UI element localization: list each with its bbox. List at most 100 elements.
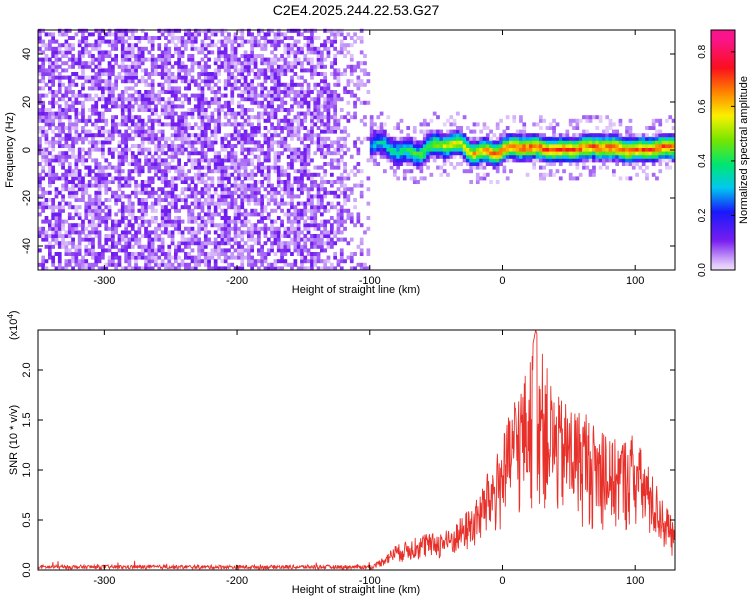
spectrogram-cell <box>280 266 284 271</box>
spectrogram-cell <box>250 187 255 192</box>
spectrogram-cell <box>296 248 301 253</box>
spectrogram-cell <box>562 133 566 138</box>
spectrogram-cell <box>51 104 56 109</box>
spectrogram-cell <box>605 133 610 138</box>
spectrogram-cell <box>482 176 487 181</box>
spectrogram-cell <box>263 97 268 102</box>
spectrogram-cell <box>247 97 251 102</box>
spectrogram-cell <box>260 82 265 87</box>
spectrogram-cell <box>94 108 99 112</box>
spectrogram-cell <box>300 68 304 73</box>
spectrogram-cell <box>300 100 304 105</box>
spectrogram-cell <box>170 151 175 156</box>
spectrogram-cell <box>104 234 109 238</box>
spectrogram-cell <box>439 165 444 170</box>
spectrogram-cell <box>190 216 195 220</box>
spectrogram-cell <box>157 234 162 238</box>
spectrogram-cell <box>124 234 129 238</box>
spectrogram-cell <box>432 136 437 141</box>
spectrogram-cell <box>290 122 294 127</box>
spectrogram-cell <box>220 241 225 246</box>
spectrogram-cell <box>363 72 367 76</box>
spectrogram-cell <box>207 176 211 181</box>
spectrogram-cell <box>227 237 231 242</box>
spectrogram-cell <box>140 201 145 206</box>
spectrogram-cell <box>320 118 324 123</box>
spectrogram-cell <box>353 100 357 105</box>
spectrogram-cell <box>270 234 274 238</box>
spectrogram-cell <box>160 172 165 177</box>
spectrogram-cell <box>77 237 82 242</box>
spectrogram-cell <box>170 100 175 105</box>
spectrogram-cell <box>625 133 629 138</box>
spectrogram-cell <box>572 158 576 163</box>
spectrogram-cell <box>257 100 261 105</box>
spectrogram-cell <box>475 165 480 170</box>
spectrogram-cell <box>51 208 56 213</box>
spectrogram-cell <box>184 111 188 116</box>
spectrogram-cell <box>94 165 99 170</box>
spectrogram-cell <box>144 72 148 76</box>
spectrogram-cell <box>104 226 109 231</box>
spectrogram-cell <box>339 115 344 120</box>
spectrogram-cell <box>67 43 72 48</box>
spectrogram-cell <box>300 183 304 188</box>
spectrogram-cell <box>237 226 241 231</box>
spectrogram-cell <box>164 190 168 195</box>
spectrogram-cell <box>379 133 384 138</box>
spectrogram-cell <box>515 129 520 134</box>
spectrogram-cell <box>243 194 248 199</box>
spectrogram-cell <box>91 255 95 260</box>
spectrogram-cell <box>359 180 364 184</box>
spectrogram-cell <box>240 97 245 102</box>
spectrogram-cell <box>412 144 417 148</box>
spectrogram-cell <box>117 75 122 80</box>
spectrogram-cell <box>160 133 165 138</box>
spectrogram-cell <box>257 248 261 253</box>
spectrogram-cell <box>227 39 231 44</box>
spectrogram-cell <box>310 266 314 271</box>
spectrogram-cell <box>286 144 291 148</box>
spectrogram-cell <box>41 86 46 91</box>
spectrogram-cell <box>233 187 238 192</box>
spectrogram-cell <box>203 100 208 105</box>
spectrogram-cell <box>74 248 79 253</box>
spectrogram-cell <box>330 223 334 228</box>
spectrogram-cell <box>57 162 62 166</box>
spectrogram-cell <box>313 252 318 256</box>
spectrogram-cell <box>336 165 341 170</box>
spectrogram-cell <box>449 129 454 134</box>
spectrogram-cell <box>197 104 202 109</box>
spectrogram-cell <box>452 147 457 152</box>
spectrogram-cell <box>38 194 42 199</box>
spectrogram-cell <box>104 205 109 210</box>
spectrogram-cell <box>426 144 430 148</box>
spectrogram-cell <box>197 176 202 181</box>
spectrogram-cell <box>48 165 52 170</box>
spectrogram-cell <box>41 234 46 238</box>
spectrogram-cell <box>492 144 497 148</box>
spectrogram-cell <box>200 165 205 170</box>
spectrogram-cell <box>572 154 576 159</box>
spectrogram-cell <box>81 136 85 141</box>
spectrogram-cell <box>71 183 75 188</box>
spectrogram-cell <box>293 151 298 156</box>
spectrogram-cell <box>296 57 301 62</box>
spectrogram-cell <box>111 57 115 62</box>
spectrogram-cell <box>263 86 268 91</box>
spectrogram-cell <box>429 144 434 148</box>
spectrogram-cell <box>114 147 119 152</box>
spectrogram-cell <box>177 104 182 109</box>
spectrogram-cell <box>539 136 543 141</box>
spectrogram-cell <box>439 140 444 145</box>
spectrogram-cell <box>240 158 245 163</box>
spectrogram-cell <box>320 223 324 228</box>
spectrogram-cell <box>200 39 205 44</box>
spectrogram-cell <box>612 122 616 127</box>
spectrogram-cell <box>57 226 62 231</box>
spectrogram-cell <box>280 136 284 141</box>
spectrogram-cell <box>323 129 328 134</box>
spectrogram-cell <box>167 57 172 62</box>
spectrogram-cell <box>359 223 364 228</box>
spectrogram-cell <box>333 28 338 33</box>
